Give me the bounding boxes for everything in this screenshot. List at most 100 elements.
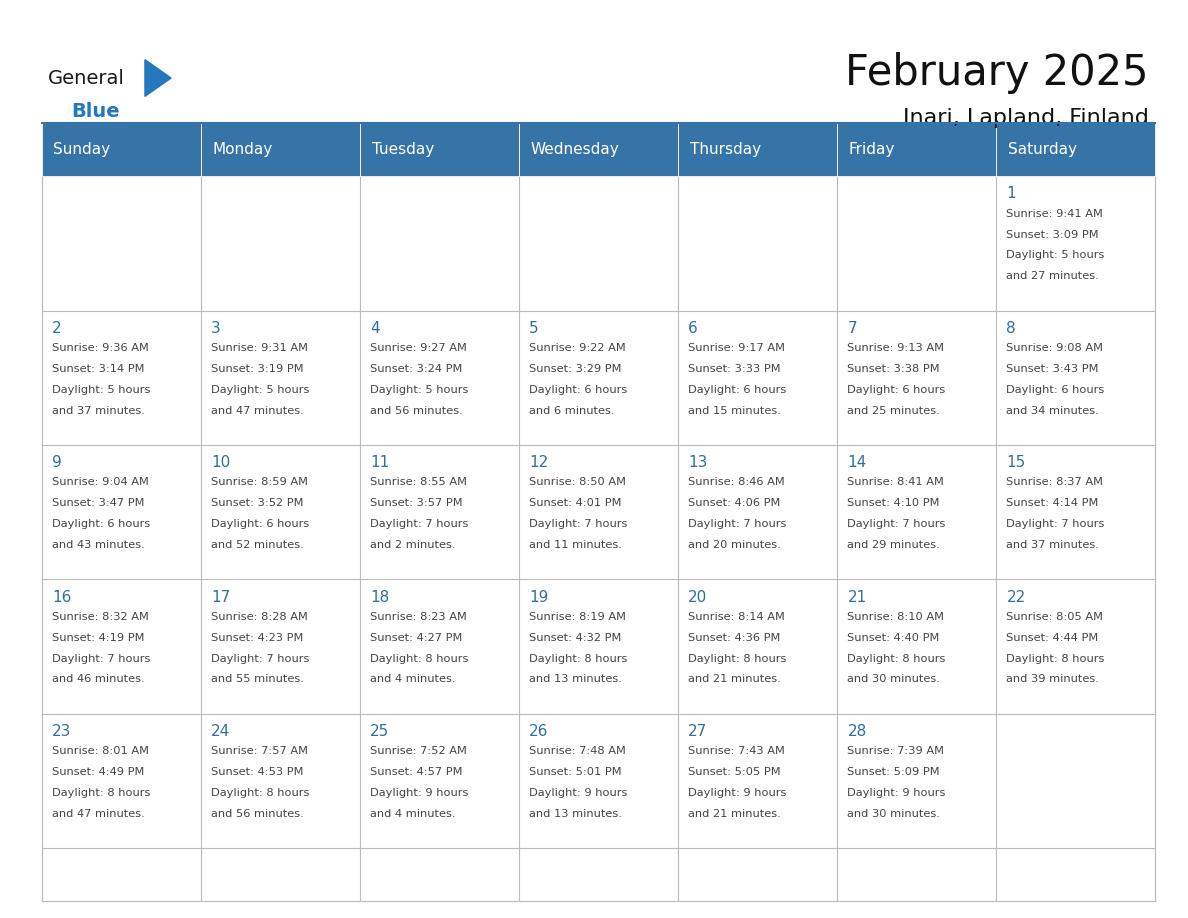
Text: Daylight: 7 hours: Daylight: 7 hours: [1006, 520, 1105, 529]
Text: Sunrise: 7:57 AM: Sunrise: 7:57 AM: [211, 746, 309, 756]
Text: 18: 18: [371, 589, 390, 605]
Text: Sunrise: 9:22 AM: Sunrise: 9:22 AM: [530, 343, 626, 353]
Bar: [519, 123, 677, 176]
Text: Daylight: 6 hours: Daylight: 6 hours: [530, 385, 627, 395]
Text: 7: 7: [847, 320, 857, 336]
Text: Sunrise: 9:36 AM: Sunrise: 9:36 AM: [52, 343, 150, 353]
Text: 17: 17: [211, 589, 230, 605]
Text: Sunset: 3:57 PM: Sunset: 3:57 PM: [371, 498, 463, 509]
Text: 12: 12: [530, 455, 549, 470]
Text: 9: 9: [52, 455, 62, 470]
Text: Daylight: 8 hours: Daylight: 8 hours: [847, 654, 946, 664]
Bar: [42, 310, 201, 445]
Text: Sunset: 3:19 PM: Sunset: 3:19 PM: [211, 364, 304, 374]
Text: Sunset: 4:36 PM: Sunset: 4:36 PM: [688, 633, 781, 643]
Bar: [677, 579, 836, 714]
Text: and 30 minutes.: and 30 minutes.: [847, 675, 940, 685]
Text: 13: 13: [688, 455, 708, 470]
Text: Daylight: 5 hours: Daylight: 5 hours: [1006, 251, 1105, 261]
Text: Sunset: 3:09 PM: Sunset: 3:09 PM: [1006, 230, 1099, 240]
Text: Sunset: 4:06 PM: Sunset: 4:06 PM: [688, 498, 781, 509]
Text: Sunset: 3:33 PM: Sunset: 3:33 PM: [688, 364, 781, 374]
Text: Monday: Monday: [213, 142, 273, 157]
Bar: [677, 176, 836, 310]
Text: Sunset: 3:52 PM: Sunset: 3:52 PM: [211, 498, 304, 509]
Text: 21: 21: [847, 589, 866, 605]
Text: Sunset: 3:47 PM: Sunset: 3:47 PM: [52, 498, 145, 509]
Text: Daylight: 6 hours: Daylight: 6 hours: [688, 385, 786, 395]
Text: Daylight: 5 hours: Daylight: 5 hours: [211, 385, 310, 395]
Text: Daylight: 6 hours: Daylight: 6 hours: [847, 385, 946, 395]
Text: 11: 11: [371, 455, 390, 470]
Text: and 30 minutes.: and 30 minutes.: [847, 809, 940, 819]
Bar: [836, 445, 996, 579]
Text: 1: 1: [1006, 186, 1016, 201]
Text: Daylight: 9 hours: Daylight: 9 hours: [530, 788, 627, 798]
Text: Daylight: 7 hours: Daylight: 7 hours: [371, 520, 469, 529]
Bar: [836, 176, 996, 310]
Text: and 4 minutes.: and 4 minutes.: [371, 675, 456, 685]
Text: Daylight: 8 hours: Daylight: 8 hours: [52, 788, 151, 798]
Bar: [996, 176, 1155, 310]
Text: Sunset: 4:10 PM: Sunset: 4:10 PM: [847, 498, 940, 509]
Text: Daylight: 7 hours: Daylight: 7 hours: [530, 520, 627, 529]
Text: and 15 minutes.: and 15 minutes.: [688, 406, 782, 416]
Text: 15: 15: [1006, 455, 1025, 470]
Text: Daylight: 8 hours: Daylight: 8 hours: [211, 788, 310, 798]
Text: Daylight: 9 hours: Daylight: 9 hours: [688, 788, 786, 798]
Bar: [519, 714, 677, 848]
Text: Daylight: 5 hours: Daylight: 5 hours: [371, 385, 469, 395]
Text: Sunrise: 8:10 AM: Sunrise: 8:10 AM: [847, 612, 944, 621]
Text: 19: 19: [530, 589, 549, 605]
Text: Saturday: Saturday: [1007, 142, 1076, 157]
Text: Sunrise: 9:08 AM: Sunrise: 9:08 AM: [1006, 343, 1104, 353]
Text: and 25 minutes.: and 25 minutes.: [847, 406, 940, 416]
Text: 6: 6: [688, 320, 699, 336]
Text: and 13 minutes.: and 13 minutes.: [530, 809, 623, 819]
Text: 23: 23: [52, 724, 71, 739]
Text: and 21 minutes.: and 21 minutes.: [688, 675, 782, 685]
Polygon shape: [145, 60, 171, 96]
Text: Daylight: 6 hours: Daylight: 6 hours: [1006, 385, 1105, 395]
Bar: [519, 310, 677, 445]
Bar: [42, 123, 201, 176]
Bar: [836, 714, 996, 848]
Bar: [42, 714, 201, 848]
Bar: [360, 579, 519, 714]
Text: 28: 28: [847, 724, 866, 739]
Text: 20: 20: [688, 589, 708, 605]
Text: 2: 2: [52, 320, 62, 336]
Text: 3: 3: [211, 320, 221, 336]
Text: Sunrise: 8:01 AM: Sunrise: 8:01 AM: [52, 746, 150, 756]
Text: Daylight: 9 hours: Daylight: 9 hours: [371, 788, 469, 798]
Text: Sunset: 4:53 PM: Sunset: 4:53 PM: [211, 767, 304, 778]
Bar: [360, 123, 519, 176]
Bar: [42, 176, 201, 310]
Bar: [201, 714, 360, 848]
Text: 8: 8: [1006, 320, 1016, 336]
Text: Sunset: 4:14 PM: Sunset: 4:14 PM: [1006, 498, 1099, 509]
Text: Sunrise: 9:41 AM: Sunrise: 9:41 AM: [1006, 208, 1104, 218]
Text: Sunset: 4:19 PM: Sunset: 4:19 PM: [52, 633, 145, 643]
Text: Sunrise: 8:46 AM: Sunrise: 8:46 AM: [688, 477, 785, 487]
Text: Sunrise: 7:43 AM: Sunrise: 7:43 AM: [688, 746, 785, 756]
Bar: [201, 123, 360, 176]
Text: and 46 minutes.: and 46 minutes.: [52, 675, 145, 685]
Text: Sunset: 3:38 PM: Sunset: 3:38 PM: [847, 364, 940, 374]
Text: Sunset: 3:14 PM: Sunset: 3:14 PM: [52, 364, 145, 374]
Text: 22: 22: [1006, 589, 1025, 605]
Text: Sunset: 4:40 PM: Sunset: 4:40 PM: [847, 633, 940, 643]
Bar: [201, 176, 360, 310]
Text: Daylight: 9 hours: Daylight: 9 hours: [847, 788, 946, 798]
Text: Sunset: 4:32 PM: Sunset: 4:32 PM: [530, 633, 621, 643]
Text: Sunset: 5:05 PM: Sunset: 5:05 PM: [688, 767, 781, 778]
Text: Sunset: 3:43 PM: Sunset: 3:43 PM: [1006, 364, 1099, 374]
Bar: [519, 445, 677, 579]
Bar: [201, 310, 360, 445]
Text: February 2025: February 2025: [846, 52, 1149, 95]
Text: 24: 24: [211, 724, 230, 739]
Text: Sunrise: 9:13 AM: Sunrise: 9:13 AM: [847, 343, 944, 353]
Text: Sunrise: 7:39 AM: Sunrise: 7:39 AM: [847, 746, 944, 756]
Text: Inari, Lapland, Finland: Inari, Lapland, Finland: [903, 107, 1149, 128]
Bar: [519, 176, 677, 310]
